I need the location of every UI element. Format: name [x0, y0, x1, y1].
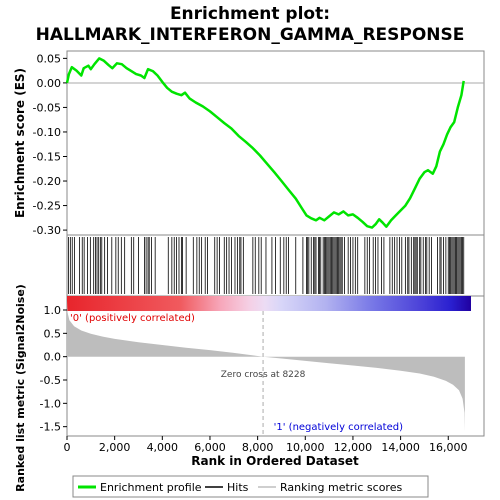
x-tick-label: 10,000 [286, 441, 325, 454]
metric-tick-label: -1.0 [40, 397, 61, 410]
positive-correlation-label: '0' (positively correlated) [70, 313, 195, 324]
rank-heatmap-bar [67, 296, 471, 311]
legend-item-ranking-metric: Ranking metric scores [258, 481, 402, 494]
zero-cross-label: Zero cross at 8228 [221, 370, 306, 380]
es-axis-label: Enrichment score (ES) [13, 68, 27, 218]
es-axis-ticks: 0.05 0.00 -0.05 -0.10 -0.15 -0.20 -0.25 -0.30 [33, 52, 67, 237]
metric-tick-label: 0.0 [44, 351, 62, 364]
x-tick-label: 8,000 [242, 441, 274, 454]
enrichment-profile-line [65, 57, 465, 229]
metric-axis-ticks: 1.0 0.5 0.0 -0.5 -1.0 -1.5 [40, 304, 67, 434]
es-panel: 0.05 0.00 -0.05 -0.10 -0.15 -0.20 -0.25 -0.30 [33, 50, 485, 237]
es-tick-label: -0.30 [33, 224, 61, 237]
metric-tick-label: 1.0 [44, 304, 62, 317]
legend-label-ranking-metric: Ranking metric scores [280, 481, 402, 494]
x-tick-label: 2,000 [99, 441, 131, 454]
legend-item-hits: Hits [205, 481, 249, 494]
legend-label-hits: Hits [227, 481, 249, 494]
ranking-metric-area [67, 300, 465, 432]
es-tick-label: 0.00 [37, 77, 62, 90]
es-tick-label: -0.20 [33, 175, 61, 188]
es-tick-label: -0.05 [33, 101, 61, 114]
x-tick-label: 6,000 [194, 441, 226, 454]
x-axis-ticks: 0 2,000 4,000 6,000 8,000 10,000 12,000 14,000 1… [64, 436, 468, 454]
es-tick-label: -0.25 [33, 200, 61, 213]
metric-tick-label: -0.5 [40, 374, 61, 387]
hits-lines [68, 237, 465, 294]
x-tick-label: 0 [64, 441, 71, 454]
x-tick-label: 14,000 [381, 441, 420, 454]
legend-frame [72, 475, 429, 498]
metric-axis-label: Ranked list metric (Signal2Noise) [14, 284, 27, 492]
metric-tick-label: 0.5 [44, 327, 62, 340]
legend: Enrichment profile Hits Ranking metric s… [72, 475, 429, 498]
x-tick-label: 4,000 [147, 441, 179, 454]
es-panel-frame [66, 50, 485, 236]
legend-label-enrichment-profile: Enrichment profile [100, 481, 202, 494]
es-tick-label: 0.05 [37, 52, 62, 65]
negative-correlation-label: '1' (negatively correlated) [274, 422, 403, 433]
metric-panel: Zero cross at 8228 '0' (positively corre… [40, 295, 485, 437]
x-tick-label: 12,000 [334, 441, 373, 454]
chart-title-line1: Enrichment plot: [170, 4, 330, 24]
x-tick-label: 16,000 [429, 441, 468, 454]
metric-tick-label: -1.5 [40, 421, 61, 434]
x-axis-label: Rank in Ordered Dataset [191, 454, 359, 468]
hits-panel [66, 234, 485, 297]
es-tick-label: -0.15 [33, 150, 61, 163]
chart-title-line2: HALLMARK_INTERFERON_GAMMA_RESPONSE [36, 25, 465, 45]
legend-item-enrichment-profile: Enrichment profile [78, 481, 202, 494]
es-tick-label: -0.10 [33, 126, 61, 139]
